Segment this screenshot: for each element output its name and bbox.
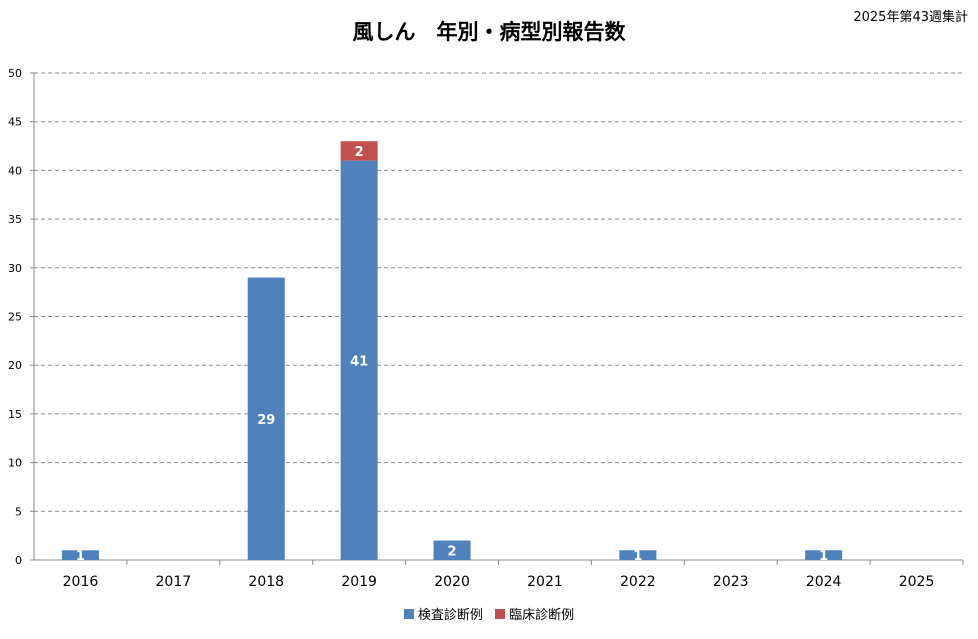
x-tick-label: 2018 xyxy=(248,574,284,590)
y-tick-label: 30 xyxy=(8,262,22,275)
bar xyxy=(340,141,378,161)
y-tick-label: 35 xyxy=(8,213,22,226)
x-tick-label: 2024 xyxy=(806,574,842,590)
x-tick-label: 2022 xyxy=(620,574,656,590)
legend-item-lab: 検査診断例 xyxy=(403,604,483,623)
legend: 検査診断例 臨床診断例 xyxy=(0,604,978,623)
legend-swatch xyxy=(403,608,414,619)
x-tick-label: 2016 xyxy=(63,574,99,590)
legend-label: 臨床診断例 xyxy=(509,608,575,623)
x-tick-label: 2017 xyxy=(156,574,192,590)
legend-label: 検査診断例 xyxy=(417,608,483,623)
x-tick-label: 2023 xyxy=(713,574,749,590)
legend-item-clinical: 臨床診断例 xyxy=(495,604,574,623)
x-tick-label: 2020 xyxy=(434,574,470,590)
data-label: 29 xyxy=(257,413,275,428)
chart-title: 風しん 年別・病型別報告数 xyxy=(352,20,626,44)
bar xyxy=(433,540,471,560)
bar xyxy=(247,277,285,560)
bar xyxy=(619,550,657,560)
y-tick-label: 45 xyxy=(8,116,22,129)
legend-swatch xyxy=(495,608,506,619)
y-tick-label: 10 xyxy=(8,457,22,470)
bar xyxy=(340,160,378,560)
data-label: 1 xyxy=(76,549,85,564)
data-label: 1 xyxy=(633,549,642,564)
data-label: 41 xyxy=(350,354,368,369)
y-tick-label: 5 xyxy=(15,505,22,518)
x-tick-label: 2025 xyxy=(899,574,935,590)
y-tick-label: 0 xyxy=(15,554,22,567)
bar xyxy=(61,550,99,560)
data-label: 1 xyxy=(819,549,828,564)
y-tick-label: 20 xyxy=(8,359,22,372)
y-tick-label: 25 xyxy=(8,311,22,324)
y-tick-label: 50 xyxy=(8,67,22,80)
chart-subtitle: 2025年第43週集計 xyxy=(853,10,968,25)
x-tick-label: 2019 xyxy=(341,574,377,590)
data-label: 2 xyxy=(448,544,457,559)
bar xyxy=(805,550,843,560)
data-label: 2 xyxy=(355,145,364,160)
y-tick-label: 15 xyxy=(8,408,22,421)
x-tick-label: 2021 xyxy=(527,574,563,590)
y-tick-label: 40 xyxy=(8,164,22,177)
